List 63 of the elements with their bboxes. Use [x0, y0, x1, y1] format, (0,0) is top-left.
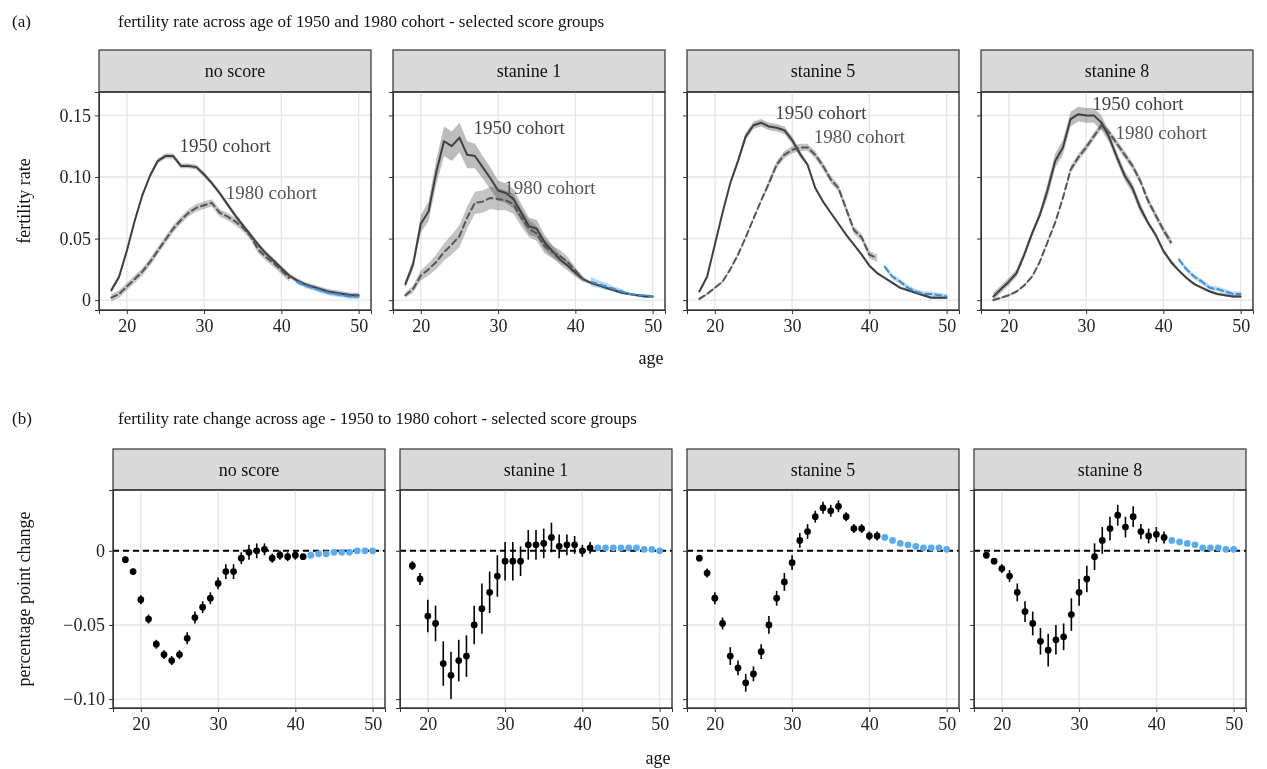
series-label: 1980 cohort	[504, 176, 597, 198]
chart-title: stanine 1	[496, 61, 562, 81]
x-tick-label: 20	[706, 713, 725, 734]
y-tick-label: 0	[96, 541, 105, 562]
x-tick-label: 40	[1147, 713, 1166, 734]
x-tick-label: 20	[419, 713, 438, 734]
x-tick-label: 50	[938, 315, 957, 336]
x-tick-label: 50	[350, 315, 369, 336]
x-tick-label: 40	[860, 315, 879, 336]
x-tick-label: 20	[118, 315, 137, 336]
x-tick-label: 50	[644, 315, 663, 336]
y-tick-label: 0.05	[59, 228, 91, 249]
text: fertility rate change across age - 1950 to 1980 cohort - selected score groups	[118, 409, 637, 428]
x-tick-label: 30	[489, 315, 508, 336]
y-axis-title: fertility rate	[14, 158, 34, 244]
chart-title: stanine 8	[1077, 459, 1143, 480]
y-tick-label: −0.10	[63, 689, 105, 710]
series-label: 1950 cohort	[775, 101, 868, 123]
series-label: 1950 cohort	[1092, 93, 1185, 115]
chart-title: no score	[204, 61, 266, 81]
series-label: 1980 cohort	[813, 126, 906, 148]
x-tick-label: 50	[364, 713, 383, 734]
x-tick-label: 30	[209, 713, 228, 734]
x-tick-label: 50	[1225, 713, 1244, 734]
series-label: 1980 cohort	[225, 181, 318, 203]
x-tick-label: 50	[651, 713, 670, 734]
x-axis-title: age	[638, 348, 664, 368]
x-tick-label: 30	[783, 315, 802, 336]
x-tick-label: 40	[573, 713, 592, 734]
x-tick-label: 50	[1232, 315, 1251, 336]
y-tick-label: 0.15	[59, 105, 91, 126]
x-tick-label: 20	[412, 315, 431, 336]
x-tick-label: 40	[272, 315, 291, 336]
x-tick-label: 20	[993, 713, 1012, 734]
series-label: 1950 cohort	[473, 116, 566, 138]
x-tick-label: 40	[860, 713, 879, 734]
x-tick-label: 20	[706, 315, 725, 336]
y-tick-label: 0	[82, 290, 91, 311]
text: fertility rate across age of 1950 and 1980 cohort - selected score groups	[118, 12, 605, 31]
text: (a)	[12, 12, 31, 31]
x-tick-label: 40	[566, 315, 585, 336]
x-tick-label: 40	[1154, 315, 1173, 336]
x-tick-label: 20	[1000, 315, 1019, 336]
x-tick-label: 20	[132, 713, 151, 734]
chart-title: stanine 5	[790, 61, 856, 81]
x-tick-label: 30	[783, 713, 802, 734]
y-tick-label: −0.05	[63, 615, 105, 636]
x-tick-label: 30	[195, 315, 214, 336]
series-label: 1950 cohort	[179, 135, 272, 157]
x-axis-title: age	[645, 748, 671, 768]
x-tick-label: 30	[496, 713, 515, 734]
text: (b)	[12, 409, 32, 428]
x-tick-label: 40	[286, 713, 305, 734]
x-tick-label: 50	[938, 713, 957, 734]
y-axis-title: percentage point change	[14, 511, 34, 687]
x-tick-label: 30	[1070, 713, 1089, 734]
chart-title: no score	[218, 459, 280, 480]
y-tick-label: 0.10	[59, 167, 91, 188]
chart-title: stanine 1	[503, 459, 569, 480]
x-tick-label: 30	[1077, 315, 1096, 336]
series-label: 1980 cohort	[1115, 122, 1208, 144]
chart-title: stanine 8	[1084, 61, 1150, 81]
chart-title: stanine 5	[790, 459, 856, 480]
